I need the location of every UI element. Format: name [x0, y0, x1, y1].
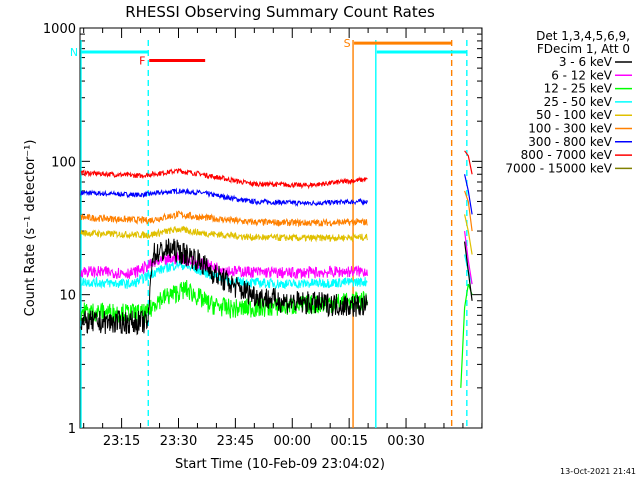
y-tick-label: 10: [59, 289, 76, 304]
flag-label: F: [139, 55, 145, 68]
legend-label: 300 - 800 keV: [528, 135, 612, 149]
observing-flags: N F S: [70, 37, 467, 68]
legend-label: 6 - 12 keV: [551, 68, 613, 82]
series-line: [80, 238, 368, 336]
series-lines: [80, 150, 473, 388]
x-tick-label: 23:45: [217, 434, 254, 449]
x-tick-label: 23:15: [103, 434, 140, 449]
legend-label: 50 - 100 keV: [536, 108, 613, 122]
tick-labels: 1 10 100 1000 23:15 23:30 23:45 00:00 00:15 00:30: [43, 22, 425, 449]
series-tail: [464, 241, 473, 301]
flag-label: N: [70, 46, 78, 59]
series-tail: [464, 231, 473, 285]
series-line: [80, 225, 368, 243]
legend-label: 3 - 6 keV: [559, 55, 613, 69]
x-axis-label: Start Time (10-Feb-09 23:04:02): [175, 457, 385, 472]
series-tail: [464, 150, 473, 175]
y-tick-label: 1: [68, 422, 76, 437]
series-tail: [464, 190, 473, 232]
x-tick-label: 00:30: [387, 434, 424, 449]
y-axis-label: Count Rate (s⁻¹ detector⁻¹): [23, 140, 38, 317]
series-line: [80, 167, 368, 190]
series-tail: [464, 174, 473, 215]
chart-title: RHESSI Observing Summary Count Rates: [125, 3, 435, 21]
plot-axes: [79, 27, 483, 429]
legend-header-1: Det 1,3,4,5,6,9,: [536, 29, 630, 43]
instrument-markers: [80, 40, 468, 428]
series-line: [80, 252, 368, 280]
legend-label: 100 - 300 keV: [528, 122, 612, 136]
plot-frame: [79, 27, 483, 429]
series-line: [80, 279, 368, 325]
legend-label: 12 - 25 keV: [544, 82, 613, 96]
series-line: [80, 187, 368, 207]
legend-label: 25 - 50 keV: [544, 95, 613, 109]
series-line: [80, 210, 368, 228]
legend: Det 1,3,4,5,6,9, FDecim 1, Att 0 3 - 6 k…: [505, 29, 632, 175]
legend-label: 800 - 7000 keV: [521, 148, 613, 162]
flag-label: S: [344, 37, 351, 50]
timestamp: 13-Oct-2021 21:41: [560, 467, 636, 476]
x-tick-label: 23:30: [160, 434, 197, 449]
legend-header-2: FDecim 1, Att 0: [537, 42, 630, 56]
x-tick-label: 00:00: [274, 434, 311, 449]
x-tick-label: 00:15: [330, 434, 367, 449]
series-tail: [464, 214, 473, 255]
legend-label: 7000 - 15000 keV: [505, 161, 612, 175]
y-tick-label: 100: [51, 155, 76, 170]
y-tick-label: 1000: [43, 22, 76, 37]
